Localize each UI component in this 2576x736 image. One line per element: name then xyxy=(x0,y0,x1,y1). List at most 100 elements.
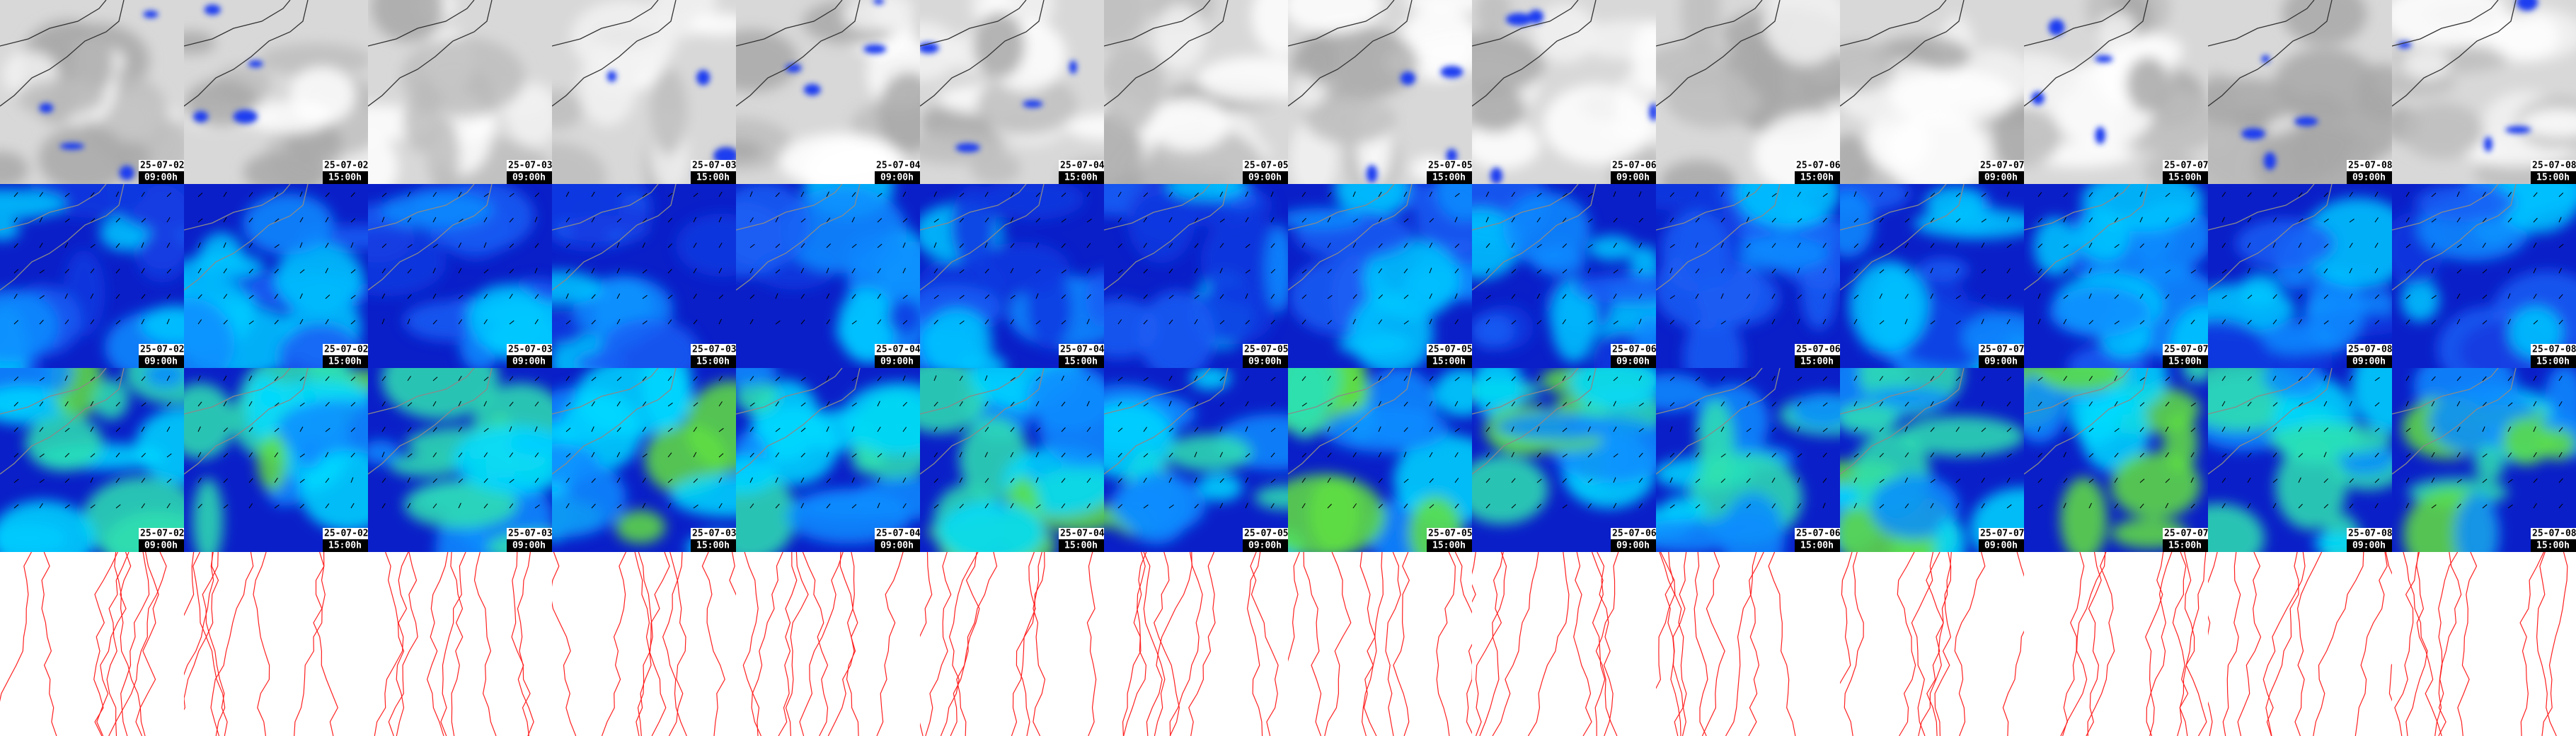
wind-barb xyxy=(1327,268,1332,274)
label-date-bg xyxy=(1979,528,2024,539)
wind-barb xyxy=(2558,503,2563,509)
contour-line xyxy=(1436,552,1456,736)
wind-barb xyxy=(616,242,620,248)
precip-spot xyxy=(2516,0,2538,11)
label-time-bg xyxy=(691,171,736,184)
contour-line xyxy=(1086,552,1097,736)
label-time-bg xyxy=(2163,171,2208,184)
wind-barb xyxy=(1219,376,1224,381)
field-blob xyxy=(841,382,920,455)
wind-barb xyxy=(616,318,621,325)
wind-barb xyxy=(902,452,906,458)
wind-barb xyxy=(749,376,754,381)
wind-barb xyxy=(1797,453,1802,458)
contour-line xyxy=(1748,552,1764,736)
wind-barb xyxy=(64,401,69,407)
map-tile xyxy=(1840,552,2024,736)
wind-barb xyxy=(1219,452,1223,458)
field-blob xyxy=(1472,121,1541,170)
wind-barb xyxy=(933,427,938,432)
wind-barb xyxy=(350,402,356,407)
label-time-bg xyxy=(507,539,552,552)
wind-barb xyxy=(749,427,754,432)
wind-barb xyxy=(458,268,462,274)
wind-barb xyxy=(1270,478,1276,483)
label-date: 25-07-07 xyxy=(2164,345,2209,355)
wind-barb xyxy=(2114,243,2120,248)
label-time: 09:00h xyxy=(2352,541,2386,551)
wind-barb xyxy=(877,294,881,299)
wind-barb xyxy=(851,192,856,197)
wind-barb xyxy=(407,427,412,432)
wind-barb xyxy=(1511,478,1516,483)
wind-barb xyxy=(1746,294,1751,299)
wind-barb xyxy=(1955,478,1961,483)
label-date-bg xyxy=(1243,160,1288,171)
wind-barb xyxy=(64,242,69,248)
wind-barb xyxy=(851,453,857,458)
wind-barb xyxy=(2247,268,2251,274)
wind-barb xyxy=(718,294,724,299)
label-time: 15:00h xyxy=(696,541,730,551)
wind-barb xyxy=(350,427,356,432)
label-time: 09:00h xyxy=(512,541,546,551)
wind-barb xyxy=(2482,320,2488,325)
field-blob xyxy=(780,187,907,274)
field-blob xyxy=(878,72,920,153)
wind-barb xyxy=(1797,401,1802,407)
wind-barb xyxy=(1536,426,1540,432)
precip-spot xyxy=(2505,126,2531,134)
label-date-bg xyxy=(1059,528,1104,539)
wind-barb xyxy=(1613,426,1617,432)
wind-barb xyxy=(1536,269,1542,274)
coastline xyxy=(1288,368,1413,475)
field-blob xyxy=(477,299,552,328)
field-blob xyxy=(1086,269,1104,328)
wind-barb xyxy=(350,477,354,483)
wind-barb xyxy=(1168,294,1174,299)
wind-barb xyxy=(1010,268,1014,274)
wind-barb xyxy=(2139,452,2145,458)
wind-barb xyxy=(509,478,514,483)
wind-barb xyxy=(2374,452,2379,458)
field-blob xyxy=(1792,392,1840,429)
label-date: 25-07-05 xyxy=(1244,529,1289,539)
wind-barb xyxy=(115,217,120,223)
wind-barb xyxy=(1822,318,1827,325)
wind-barb xyxy=(1797,294,1802,299)
wind-barb xyxy=(693,192,698,197)
wind-barb xyxy=(2374,242,2379,248)
wind-barb xyxy=(2247,452,2252,458)
wind-barb xyxy=(616,427,621,432)
label-time-bg xyxy=(1795,355,1840,368)
field-blob xyxy=(1551,280,1597,363)
wind-barb xyxy=(1245,426,1248,432)
wind-barb xyxy=(1587,192,1593,197)
wind-barb xyxy=(115,320,121,325)
wind-barb xyxy=(1086,294,1091,299)
label-time: 15:00h xyxy=(696,357,730,367)
wind-barb xyxy=(877,218,882,223)
map-tile xyxy=(920,552,1104,736)
wind-barb xyxy=(166,503,171,509)
field-blob xyxy=(1309,475,1361,552)
wind-barb xyxy=(2247,294,2253,299)
wind-barb xyxy=(959,243,964,248)
wind-barb xyxy=(1797,503,1801,509)
wind-barb xyxy=(642,401,647,407)
wind-barb xyxy=(1454,268,1459,274)
field-blob xyxy=(1840,40,1896,93)
wind-barb xyxy=(1720,504,1726,509)
wind-barb xyxy=(274,427,280,432)
label-time-bg xyxy=(691,355,736,368)
wind-barb xyxy=(2006,453,2012,458)
wind-barb xyxy=(458,242,462,248)
field-blob xyxy=(2208,318,2272,368)
contour-line xyxy=(450,552,464,736)
wind-barb xyxy=(1378,294,1384,299)
wind-barb xyxy=(2037,426,2041,432)
wind-barb xyxy=(432,319,437,325)
wind-barb xyxy=(1536,217,1541,223)
precip-spot xyxy=(1649,103,1656,121)
